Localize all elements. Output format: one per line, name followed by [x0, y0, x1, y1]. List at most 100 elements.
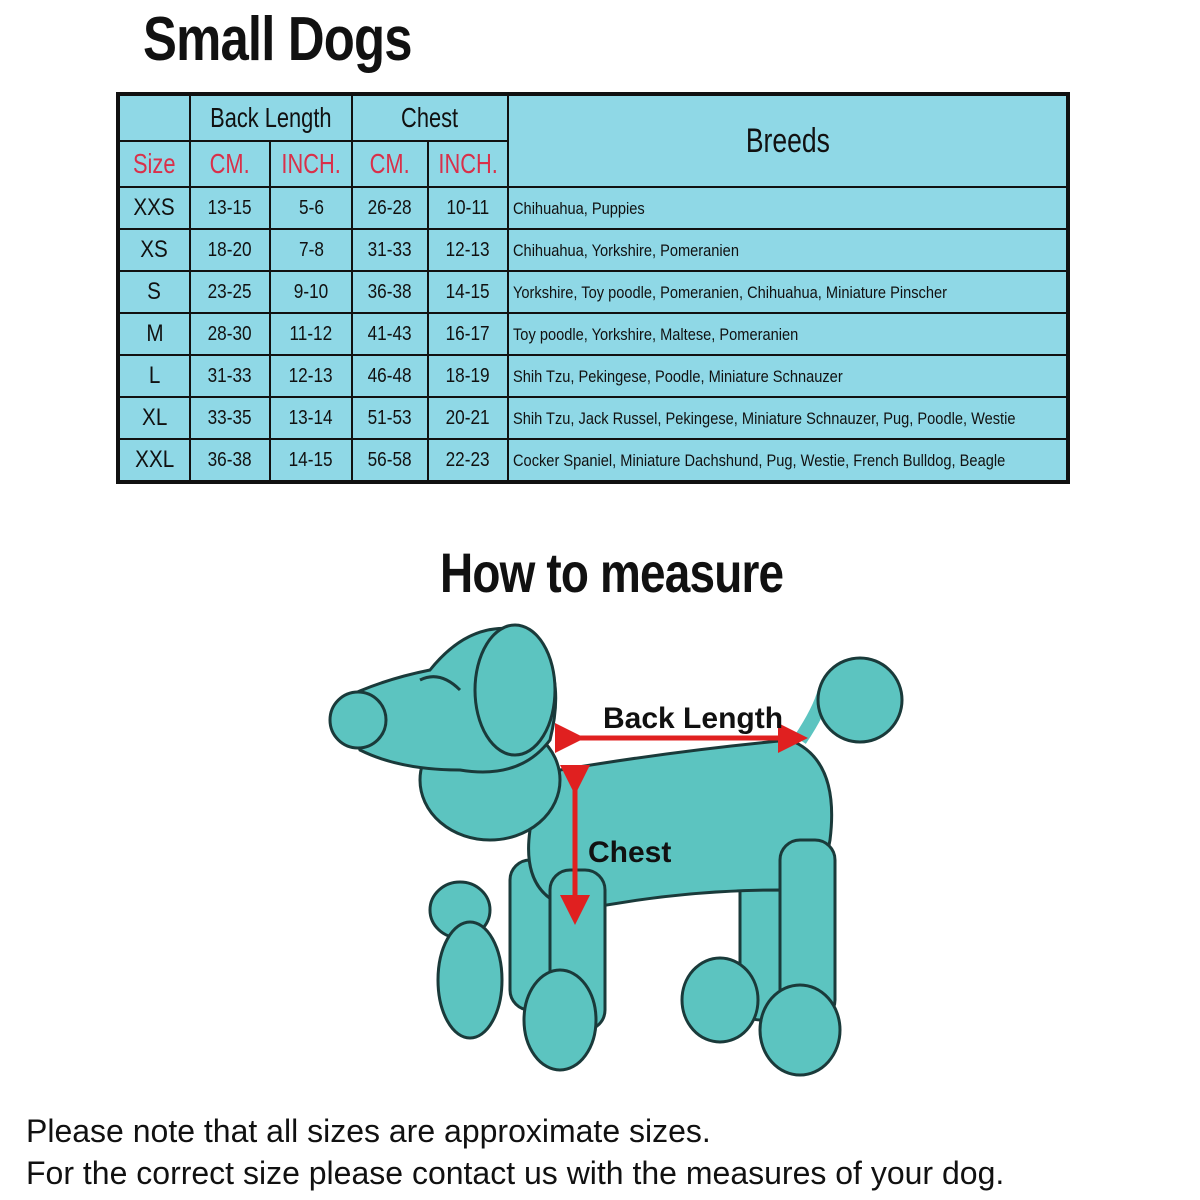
cell-breeds-text: Shih Tzu, Jack Russel, Pekingese, Miniat…: [513, 408, 1016, 428]
cell-back-cm-text: 23-25: [208, 281, 252, 303]
cell-size: L: [117, 354, 191, 398]
table-row: XL 33-35 13-14 51-53 20-21 Shih Tzu, Jack Rus…: [117, 396, 1069, 440]
cell-back-inch-text: 5-6: [298, 197, 324, 219]
table-row: S 23-25 9-10 36-38 14-15 Yorkshire, Toy poodl…: [117, 270, 1069, 314]
cell-back-inch-text: 9-10: [293, 281, 329, 303]
table-row: XS 18-20 7-8 31-33 12-13 Chihuahua, Yorkshire…: [117, 228, 1069, 272]
cell-chest-cm: 31-33: [351, 228, 430, 272]
chest-header: Chest: [351, 93, 510, 142]
cell-size-text: S: [147, 278, 162, 305]
cell-chest-cm-text: 26-28: [368, 197, 413, 219]
cell-back-cm: 36-38: [189, 438, 271, 483]
cell-chest-inch: 20-21: [427, 396, 510, 440]
cell-back-cm: 31-33: [189, 354, 271, 398]
back-inch-header-text: INCH.: [281, 148, 341, 179]
cell-breeds-text: Cocker Spaniel, Miniature Dachshund, Pug…: [513, 450, 1006, 470]
cell-chest-cm: 56-58: [351, 438, 430, 483]
cell-chest-cm: 36-38: [351, 270, 430, 314]
cell-breeds-text: Chihuahua, Puppies: [513, 198, 645, 218]
page-title: Small Dogs: [143, 5, 412, 74]
cell-breeds: Yorkshire, Toy poodle, Pomeranien, Chihu…: [507, 270, 1069, 314]
cell-breeds-text: Toy poodle, Yorkshire, Maltese, Pomerani…: [513, 324, 799, 344]
cell-size: M: [117, 312, 191, 356]
cell-back-cm-text: 33-35: [208, 407, 252, 429]
cell-breeds: Chihuahua, Puppies: [507, 186, 1069, 230]
cell-back-inch: 14-15: [268, 438, 354, 483]
cell-back-inch: 7-8: [268, 228, 354, 272]
cell-chest-cm-text: 41-43: [368, 323, 413, 345]
cell-back-inch-text: 7-8: [298, 239, 324, 261]
cell-chest-inch-text: 12-13: [446, 239, 491, 261]
cell-size: XXL: [117, 438, 191, 483]
cell-size: XS: [117, 228, 191, 272]
cell-back-cm-text: 31-33: [208, 365, 252, 387]
cell-size: XL: [117, 396, 191, 440]
cell-chest-cm: 51-53: [351, 396, 430, 440]
table-row: L 31-33 12-13 46-48 18-19 Shih Tzu, Pekingese…: [117, 354, 1069, 398]
cell-chest-inch: 12-13: [427, 228, 510, 272]
cell-chest-inch: 10-11: [427, 186, 510, 230]
chest-cm-header: CM.: [351, 140, 430, 188]
cell-back-inch-text: 13-14: [289, 407, 333, 429]
cell-back-inch: 11-12: [268, 312, 354, 356]
group-header-row: Back Length Chest Breeds: [117, 93, 1069, 188]
cell-size-text: XL: [141, 404, 168, 431]
cell-chest-inch-text: 18-19: [446, 365, 491, 387]
cell-breeds: Chihuahua, Yorkshire, Pomeranien: [507, 228, 1069, 272]
cell-chest-cm-text: 56-58: [368, 449, 413, 471]
cell-breeds-text: Shih Tzu, Pekingese, Poodle, Miniature S…: [513, 366, 843, 386]
note-contact: For the correct size please contact us w…: [26, 1155, 1005, 1191]
cell-chest-inch: 22-23: [427, 438, 510, 483]
cell-size-text: XXS: [133, 194, 176, 221]
cell-chest-cm-text: 51-53: [368, 407, 413, 429]
chest-inch-header: INCH.: [427, 140, 510, 188]
table-row: M 28-30 11-12 41-43 16-17 Toy poodle, Yorkshi…: [117, 312, 1069, 356]
cell-chest-cm: 46-48: [351, 354, 430, 398]
back-cm-header-text: CM.: [209, 148, 251, 179]
cell-chest-inch-text: 20-21: [446, 407, 491, 429]
cell-back-cm-text: 36-38: [208, 449, 252, 471]
back-length-label: Back Length: [603, 702, 783, 735]
cell-back-cm: 18-20: [189, 228, 271, 272]
cell-back-inch: 9-10: [268, 270, 354, 314]
cell-chest-inch: 18-19: [427, 354, 510, 398]
cell-back-inch: 13-14: [268, 396, 354, 440]
cell-size: S: [117, 270, 191, 314]
back-inch-header: INCH.: [268, 140, 354, 188]
cell-size-text: XXL: [134, 446, 175, 473]
cell-back-cm-text: 18-20: [208, 239, 252, 261]
cell-back-inch: 5-6: [268, 186, 354, 230]
note-approximate: Please note that all sizes are approxima…: [26, 1113, 711, 1149]
cell-back-inch-text: 14-15: [289, 449, 333, 471]
cell-chest-inch-text: 10-11: [446, 197, 490, 219]
cell-back-cm-text: 13-15: [208, 197, 252, 219]
cell-back-cm: 23-25: [189, 270, 271, 314]
chest-header-text: Chest: [401, 102, 459, 133]
cell-breeds: Shih Tzu, Jack Russel, Pekingese, Miniat…: [507, 396, 1069, 440]
cell-chest-inch-text: 22-23: [446, 449, 491, 471]
blank-header-cell: [117, 93, 191, 142]
chest-label: Chest: [588, 836, 671, 869]
cell-chest-inch-text: 16-17: [446, 323, 491, 345]
cell-back-cm-text: 28-30: [208, 323, 252, 345]
cell-size: XXS: [117, 186, 191, 230]
cell-chest-inch: 14-15: [427, 270, 510, 314]
back-length-header-text: Back Length: [210, 102, 332, 133]
cell-back-inch: 12-13: [268, 354, 354, 398]
table-row: XXL 36-38 14-15 56-58 22-23 Cocker Spaniel, M…: [117, 438, 1069, 483]
size-header: Size: [117, 140, 191, 188]
cell-back-inch-text: 12-13: [289, 365, 333, 387]
size-table: Back Length Chest Breeds Size CM. INCH. …: [116, 92, 1070, 484]
size-header-text: Size: [133, 148, 176, 179]
back-cm-header: CM.: [189, 140, 271, 188]
back-length-header: Back Length: [188, 93, 354, 142]
cell-chest-inch-text: 14-15: [446, 281, 491, 303]
cell-chest-cm-text: 31-33: [368, 239, 413, 261]
chest-inch-header-text: INCH.: [438, 148, 498, 179]
cell-size-text: L: [148, 362, 161, 389]
sub-header-row: Size CM. INCH. CM. INCH.: [117, 140, 1068, 188]
cell-breeds: Cocker Spaniel, Miniature Dachshund, Pug…: [507, 438, 1069, 483]
cell-back-cm: 28-30: [189, 312, 271, 356]
dog-body: [328, 623, 904, 1077]
